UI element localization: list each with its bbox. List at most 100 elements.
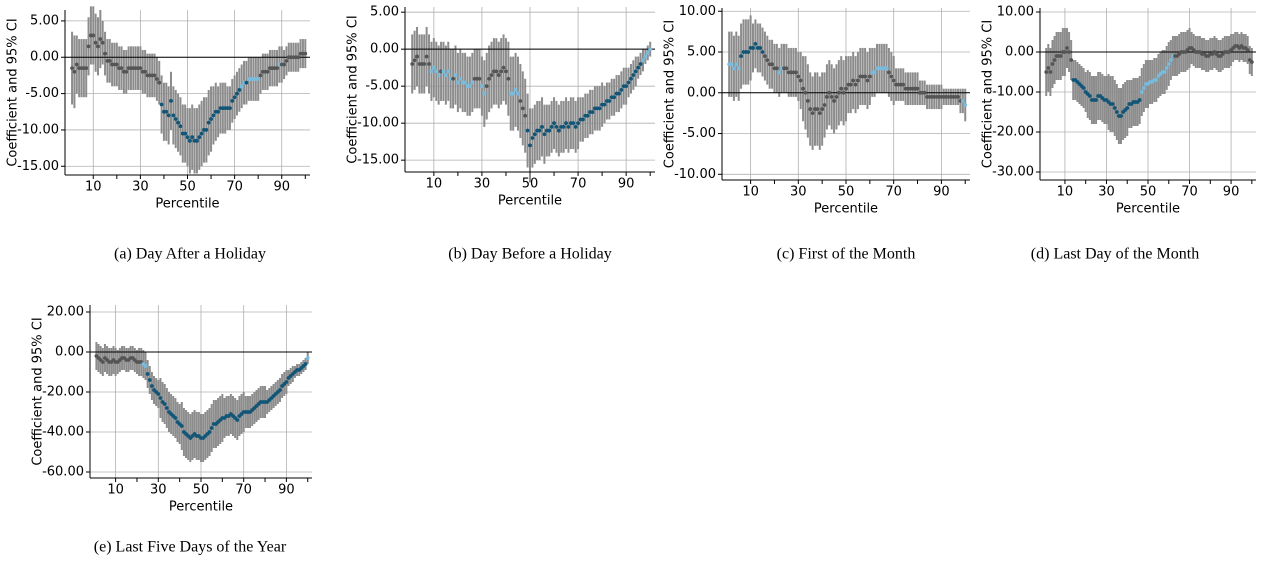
point bbox=[74, 62, 79, 67]
point bbox=[732, 66, 736, 71]
point bbox=[889, 74, 894, 79]
point bbox=[197, 135, 202, 140]
point bbox=[566, 124, 571, 129]
point bbox=[561, 124, 566, 129]
point bbox=[412, 58, 417, 63]
point bbox=[1110, 102, 1115, 106]
point bbox=[549, 124, 554, 129]
point bbox=[805, 99, 810, 103]
point bbox=[1119, 114, 1123, 118]
caption: (c) First of the Month bbox=[777, 246, 916, 263]
point bbox=[1046, 66, 1051, 70]
point bbox=[1139, 90, 1144, 94]
point bbox=[183, 131, 188, 136]
point bbox=[1048, 70, 1053, 74]
point bbox=[171, 113, 176, 118]
point bbox=[540, 124, 544, 129]
point bbox=[520, 106, 525, 111]
y-axis-label: Coefficient and 95% CI bbox=[663, 20, 678, 168]
x-tick-label: 70 bbox=[235, 483, 252, 498]
y-tick-label: -5.00 bbox=[25, 86, 59, 101]
point bbox=[518, 99, 523, 103]
point bbox=[1245, 48, 1250, 52]
point bbox=[511, 91, 516, 96]
x-tick-label: 10 bbox=[107, 483, 124, 498]
point bbox=[629, 76, 633, 81]
point bbox=[506, 76, 511, 81]
point bbox=[145, 372, 150, 376]
x-tick-label: 90 bbox=[618, 177, 635, 192]
point bbox=[138, 66, 143, 71]
point bbox=[617, 91, 621, 96]
point bbox=[963, 103, 968, 107]
point bbox=[746, 50, 751, 54]
point bbox=[114, 62, 119, 67]
point bbox=[209, 426, 214, 430]
point bbox=[431, 65, 436, 70]
point bbox=[643, 54, 648, 59]
point bbox=[209, 117, 213, 121]
point bbox=[303, 362, 308, 366]
point bbox=[798, 78, 803, 83]
caption: (e) Last Five Days of the Year bbox=[94, 539, 287, 556]
point bbox=[93, 40, 98, 45]
point bbox=[753, 41, 758, 46]
point bbox=[1166, 62, 1171, 66]
x-tick-label: 10 bbox=[85, 180, 102, 195]
x-tick-label: 10 bbox=[1057, 185, 1074, 200]
point bbox=[573, 124, 578, 129]
point bbox=[1112, 106, 1117, 110]
y-tick-label: 10.00 bbox=[997, 5, 1034, 20]
point bbox=[1162, 70, 1167, 74]
point bbox=[547, 128, 552, 133]
x-axis-label: Percentile bbox=[498, 194, 562, 209]
point bbox=[164, 109, 169, 114]
point bbox=[554, 124, 559, 129]
x-axis-label: Percentile bbox=[155, 197, 219, 212]
y-axis-label: Coefficient and 95% CI bbox=[6, 18, 21, 166]
point bbox=[232, 95, 237, 100]
point bbox=[154, 77, 159, 81]
x-tick-label: 50 bbox=[838, 185, 855, 200]
point bbox=[265, 69, 270, 74]
y-tick-label: 5.00 bbox=[370, 5, 399, 20]
point bbox=[235, 418, 240, 422]
point bbox=[777, 70, 782, 75]
x-tick-label: 30 bbox=[790, 185, 807, 200]
point bbox=[856, 78, 860, 83]
point bbox=[211, 113, 216, 118]
point bbox=[159, 102, 164, 107]
point bbox=[482, 91, 487, 96]
point bbox=[1094, 98, 1098, 102]
point bbox=[427, 62, 431, 66]
point bbox=[284, 58, 289, 63]
point bbox=[451, 76, 455, 81]
point bbox=[607, 99, 612, 103]
point bbox=[91, 33, 96, 38]
point bbox=[504, 69, 508, 74]
point bbox=[158, 396, 163, 400]
point bbox=[1154, 78, 1159, 82]
point bbox=[516, 91, 520, 96]
point bbox=[736, 66, 741, 71]
point bbox=[884, 66, 889, 71]
point bbox=[638, 62, 643, 66]
x-tick-label: 30 bbox=[150, 483, 167, 498]
y-tick-label: -40.00 bbox=[42, 425, 84, 440]
point bbox=[235, 91, 239, 96]
point bbox=[244, 80, 249, 85]
point bbox=[612, 95, 617, 100]
x-tick-label: 50 bbox=[193, 483, 210, 498]
y-tick-label: -10.00 bbox=[992, 85, 1034, 100]
point bbox=[303, 51, 308, 56]
y-tick-label: -5.00 bbox=[682, 126, 716, 141]
point bbox=[157, 80, 162, 85]
point bbox=[458, 76, 463, 81]
y-tick-label: 5.00 bbox=[30, 13, 59, 28]
point bbox=[199, 131, 204, 136]
point bbox=[1164, 66, 1169, 70]
point bbox=[803, 90, 808, 95]
point bbox=[631, 73, 636, 77]
point bbox=[836, 90, 841, 95]
